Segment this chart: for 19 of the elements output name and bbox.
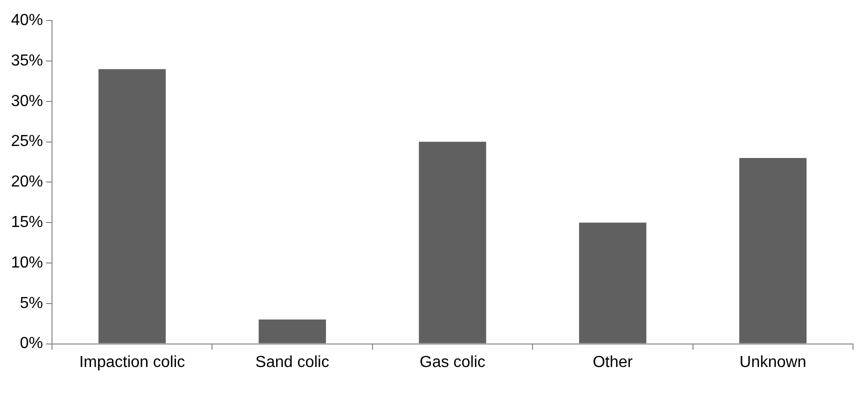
- bar: [418, 142, 486, 344]
- y-tick-label: 5%: [20, 294, 44, 312]
- y-tick-label: 25%: [10, 133, 44, 150]
- x-tick-label: Gas colic: [420, 354, 486, 371]
- y-tick-label: 30%: [10, 92, 44, 110]
- x-tick-label: Other: [592, 354, 634, 371]
- y-tick-label: 20%: [10, 174, 44, 191]
- bar: [579, 222, 646, 344]
- bar: [739, 158, 807, 344]
- y-tick-label: 40%: [10, 12, 44, 30]
- y-tick-label: 0%: [20, 335, 44, 352]
- bar: [98, 69, 166, 344]
- y-tick-label: 35%: [10, 52, 44, 70]
- y-tick-label: 10%: [10, 254, 44, 272]
- x-tick-label: Sand colic: [255, 354, 330, 371]
- x-tick-label: Unknown: [740, 354, 806, 371]
- x-tick-label: Impaction colic: [79, 354, 186, 371]
- bar: [258, 320, 326, 344]
- y-tick-label: 15%: [10, 214, 44, 232]
